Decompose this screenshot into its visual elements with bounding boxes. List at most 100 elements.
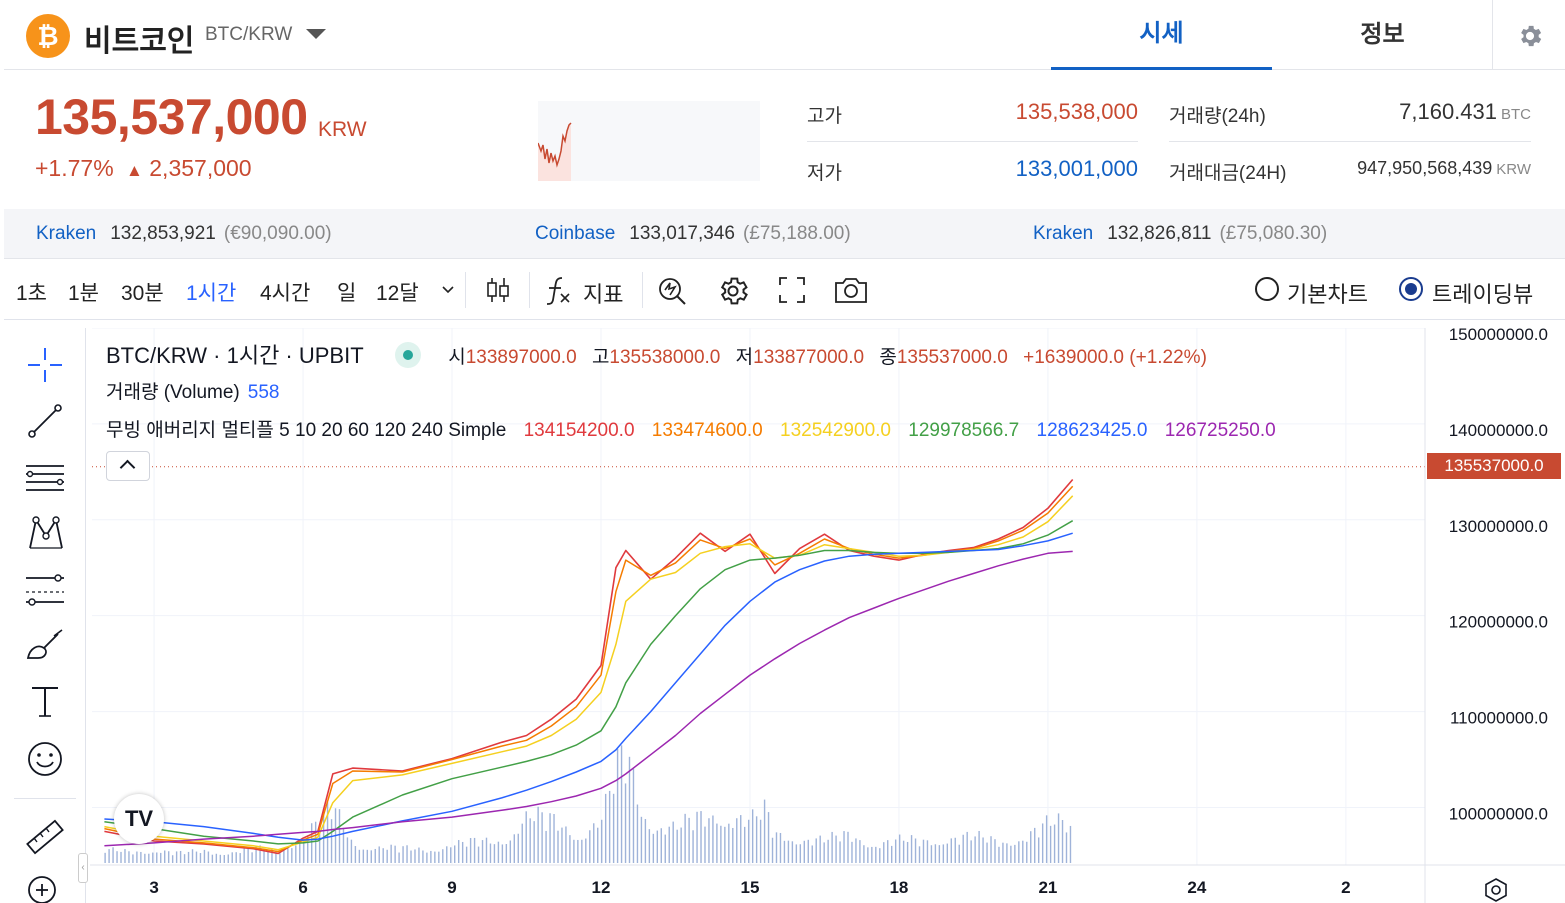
exchange-fiat: (€90,090.00)	[223, 223, 332, 244]
volume-bar	[235, 852, 237, 863]
volume-bar	[167, 851, 170, 863]
volume-bar	[346, 837, 349, 863]
volume-bar	[847, 831, 849, 863]
volume-indicator-value: 558	[247, 382, 280, 403]
volume-bar	[366, 849, 369, 863]
ma-value: 126725250.0	[1164, 420, 1276, 441]
volume-bar	[418, 847, 420, 863]
timeframe-12mo[interactable]: 12달	[376, 282, 419, 305]
volume-bar	[628, 756, 631, 863]
exchange-item[interactable]: Kraken 132,826,811 (£75,080.30)	[1033, 223, 1327, 245]
amount-24h: 947,950,568,439 KRW	[1300, 158, 1531, 179]
zoom-tool[interactable]	[24, 872, 66, 903]
collapse-legend-button[interactable]	[106, 451, 150, 481]
volume-bar	[525, 811, 527, 863]
tradingview-logo[interactable]: TV	[114, 794, 164, 844]
volume-indicator-label[interactable]: 거래량 (Volume)	[106, 382, 240, 403]
timeframe-1m[interactable]: 1분	[68, 282, 99, 305]
coin-pair: BTC/KRW	[205, 24, 293, 45]
volume-bar	[132, 854, 134, 863]
volume-bar	[454, 845, 456, 863]
tab-info[interactable]: 정보	[1360, 21, 1405, 48]
volume-bar	[207, 851, 210, 863]
fib-tool[interactable]	[24, 456, 66, 498]
tradingview-label[interactable]: 트레이딩뷰	[1432, 282, 1534, 307]
trendline-tool[interactable]	[24, 400, 66, 442]
exchange-prices-bar: Kraken 132,853,921 (€90,090.00) Coinbase 13…	[4, 209, 1565, 259]
y-tick-label: 140000000.0	[1449, 421, 1548, 440]
price-change-pct: +1.77%	[35, 155, 114, 181]
volume-bar	[477, 846, 480, 863]
alert-icon[interactable]	[655, 274, 689, 308]
legend-moving-average: 무빙 애버리지 멀티플 5 10 20 60 120 240 Simple 13…	[106, 415, 1288, 442]
volume-bar	[275, 850, 277, 863]
chevron-down-icon[interactable]	[304, 24, 330, 44]
high-value: 135538000.0	[609, 347, 721, 368]
ma-series-line-5	[104, 478, 1074, 855]
volume-bar	[398, 852, 400, 863]
pattern-tool[interactable]	[24, 512, 66, 554]
chart-canvas[interactable]: 150000000.0 140000000.0 130000000.0 1200000…	[90, 328, 1565, 903]
volume-bar	[930, 845, 933, 863]
forecast-tool[interactable]	[24, 568, 66, 610]
timeframe-4h[interactable]: 4시간	[260, 282, 311, 305]
volume-bar	[354, 846, 357, 863]
volume-bar	[942, 844, 945, 863]
ma-indicator-label[interactable]: 무빙 애버리지 멀티플 5 10 20 60 120 240 Simple	[106, 420, 507, 441]
timeframe-30m[interactable]: 30분	[121, 282, 164, 305]
volume-bar	[1002, 842, 1004, 863]
volume-bar	[342, 827, 345, 863]
last-price-tag: 135537000.0	[1427, 453, 1561, 479]
volume-bar	[1049, 825, 1052, 863]
volume-bar	[465, 846, 468, 863]
axis-settings-icon[interactable]	[1482, 876, 1510, 903]
volume-bar	[426, 852, 428, 863]
crosshair-tool[interactable]	[24, 344, 66, 386]
indicators-button[interactable]: 지표	[583, 282, 624, 307]
timeframe-1h[interactable]: 1시간	[186, 282, 237, 305]
text-tool[interactable]	[24, 680, 66, 722]
exchange-name: Coinbase	[535, 223, 616, 244]
gear-icon[interactable]	[716, 274, 750, 308]
candlestick-icon[interactable]	[482, 274, 514, 306]
fullscreen-icon[interactable]	[776, 274, 808, 306]
ruler-tool[interactable]	[24, 816, 66, 858]
brush-tool[interactable]	[24, 624, 66, 666]
emoji-tool[interactable]	[24, 738, 66, 780]
volume-bar	[561, 827, 563, 863]
volume-bar	[577, 839, 579, 863]
volume-bar	[867, 847, 869, 863]
volume-bar	[962, 834, 964, 863]
volume-bar	[223, 855, 225, 863]
timeframe-1d[interactable]: 일	[337, 282, 357, 305]
chart-symbol-title[interactable]: BTC/KRW · 1시간 · UPBIT	[106, 343, 364, 368]
tab-market[interactable]: 시세	[1051, 0, 1272, 70]
volume-bar	[481, 840, 484, 863]
volume-bar	[1006, 843, 1008, 863]
radio-tradingview[interactable]	[1399, 277, 1423, 301]
volume-bar	[565, 826, 567, 863]
settings-button[interactable]	[1492, 0, 1565, 70]
radio-basic-chart[interactable]	[1255, 277, 1279, 301]
function-icon[interactable]	[542, 274, 574, 306]
high-label: 고가	[807, 106, 842, 127]
ma-value: 128623425.0	[1036, 420, 1148, 441]
volume-bar	[314, 821, 317, 863]
exchange-item[interactable]: Kraken 132,853,921 (€90,090.00)	[36, 223, 332, 245]
volume-bar	[704, 826, 706, 863]
volume-bar	[243, 848, 245, 863]
volume-bar	[589, 830, 591, 863]
volume-bar	[390, 844, 392, 863]
volume-bar	[656, 830, 659, 863]
chevron-down-icon[interactable]	[441, 284, 455, 296]
price-change: +1.77% ▲ 2,357,000	[35, 155, 252, 182]
basic-chart-label[interactable]: 기본차트	[1287, 282, 1368, 307]
timeframe-1s[interactable]: 1초	[16, 282, 47, 305]
camera-icon[interactable]	[833, 274, 869, 306]
volume-bar	[450, 847, 452, 863]
price-chart[interactable]: 150000000.0 140000000.0 130000000.0 1200000…	[78, 328, 1565, 903]
exchange-item[interactable]: Coinbase 133,017,346 (£75,188.00)	[535, 223, 851, 245]
volume-bar	[557, 830, 559, 863]
y-tick-label: 110000000.0	[1450, 709, 1548, 728]
chart-scroll-handle[interactable]: ‹	[78, 853, 88, 883]
